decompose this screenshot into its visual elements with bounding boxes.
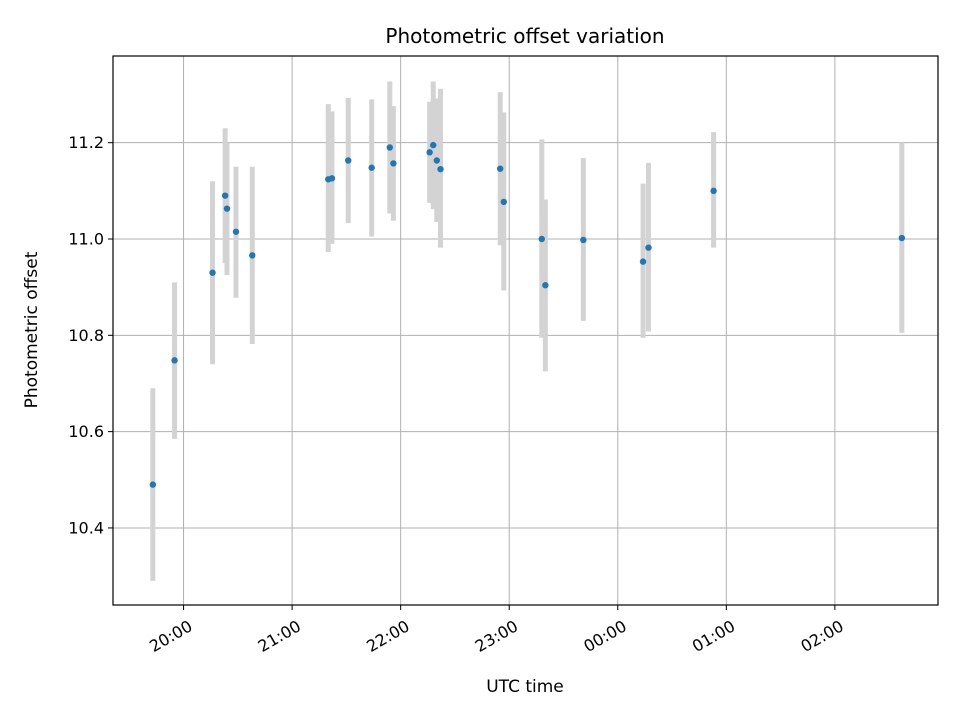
data-point — [437, 165, 444, 173]
data-point — [249, 252, 256, 259]
data-point — [580, 236, 587, 244]
data-point — [171, 357, 178, 364]
data-point — [223, 205, 231, 212]
data-point — [898, 234, 906, 242]
data-points — [149, 141, 906, 488]
data-point — [368, 164, 375, 171]
y-axis-label: Photometric offset — [22, 251, 42, 408]
y-tick-label: 10.6 — [68, 422, 104, 441]
data-point — [386, 144, 394, 151]
data-point — [538, 235, 545, 243]
data-point — [433, 157, 441, 164]
x-axis-label: UTC time — [486, 677, 564, 697]
data-point — [639, 258, 647, 265]
data-point — [209, 269, 216, 276]
data-point — [232, 228, 240, 235]
data-point — [645, 244, 652, 251]
data-point — [426, 149, 433, 156]
data-point — [328, 175, 336, 182]
chart-title: Photometric offset variation — [385, 24, 664, 48]
data-point — [149, 481, 157, 488]
data-point — [390, 160, 397, 167]
data-point — [500, 198, 507, 206]
data-point — [345, 157, 352, 164]
plot-frame — [112, 55, 939, 606]
data-point — [542, 282, 549, 289]
data-point — [710, 187, 717, 195]
data-point — [430, 141, 437, 149]
y-tick-label: 10.4 — [68, 518, 104, 537]
y-tick-label: 10.8 — [68, 326, 104, 345]
y-axis-ticks: 10.4 10.6 10.8 11.0 11.2 — [68, 133, 113, 537]
data-point — [221, 192, 229, 199]
y-tick-label: 11.0 — [68, 230, 104, 249]
y-tick-label: 11.2 — [68, 133, 104, 152]
data-point — [497, 165, 504, 172]
